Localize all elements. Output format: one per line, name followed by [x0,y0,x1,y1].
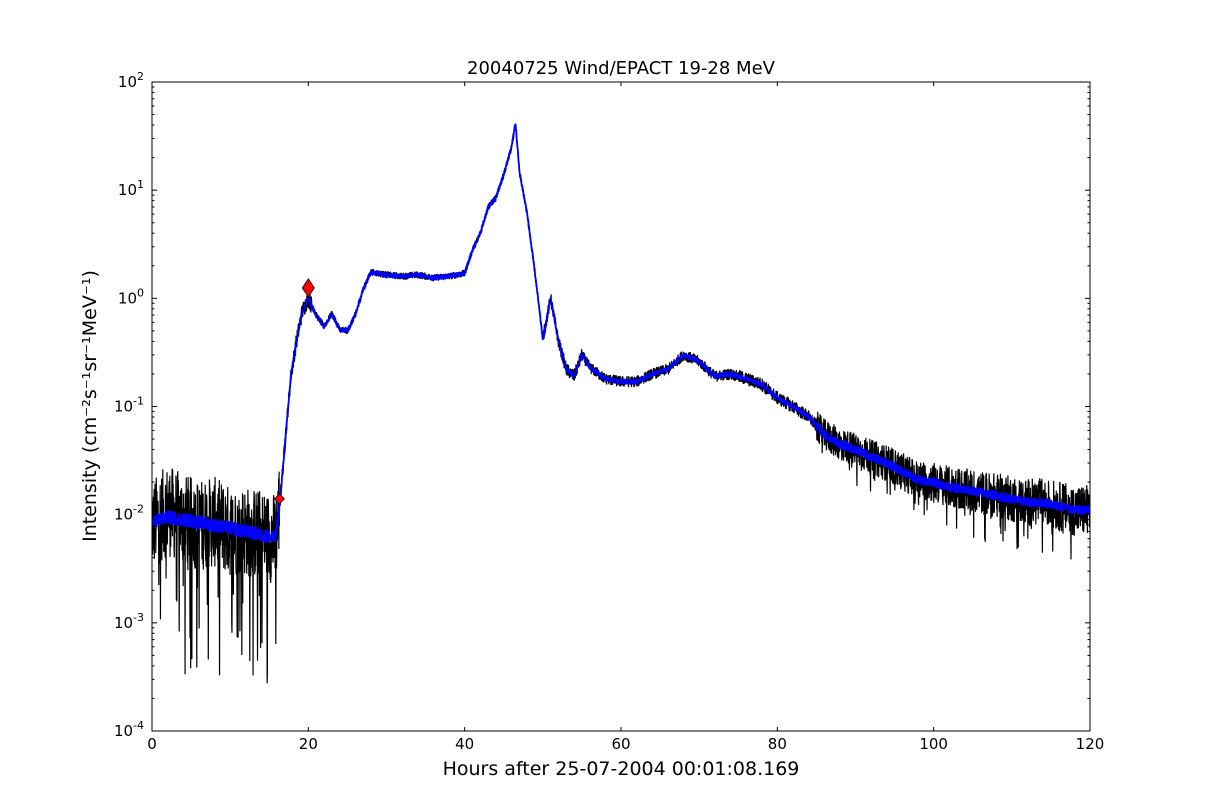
series-line-raw [152,123,1090,684]
y-tick-label: 102 [118,70,144,91]
y-tick-exponent: -1 [133,395,144,408]
x-tick-label: 100 [919,735,948,753]
x-tick-label: 0 [147,735,157,753]
y-tick-label: 10-2 [114,503,144,524]
x-tick-label: 40 [455,735,474,753]
y-tick-exponent: -3 [133,611,144,624]
y-tick-base: 10 [114,506,133,524]
y-tick-exponent: 1 [137,178,144,191]
x-axis-ticks: 0 20 40 60 80 100 120 [147,82,1104,753]
y-tick-exponent: -2 [133,503,144,516]
x-tick-label: 60 [611,735,630,753]
y-tick-exponent: 0 [137,286,144,299]
x-tick-label: 80 [768,735,787,753]
y-tick-base: 10 [118,181,137,199]
plot-area [152,123,1090,684]
onset-marker-1 [273,493,285,505]
y-tick-exponent: -4 [133,719,144,732]
x-tick-label: 120 [1076,735,1105,753]
y-tick-base: 10 [114,614,133,632]
y-tick-label: 10-3 [114,611,144,632]
x-tick-label: 20 [299,735,318,753]
y-tick-label: 10-1 [114,395,144,416]
y-tick-label: 100 [118,286,144,307]
y-tick-label: 101 [118,178,144,199]
onset-marker-2 [301,278,315,298]
y-axis-label: Intensity (cm⁻²s⁻¹sr⁻¹MeV⁻¹) [79,270,101,542]
plot-frame [151,81,1091,732]
y-tick-label: 10-4 [114,719,144,740]
y-tick-base: 10 [114,722,133,740]
y-tick-base: 10 [118,289,137,307]
y-tick-exponent: 2 [137,70,144,83]
series-line-smoothed [152,123,1090,544]
y-tick-base: 10 [118,73,137,91]
y-tick-base: 10 [114,398,133,416]
x-axis-label: Hours after 25-07-2004 00:01:08.169 [443,758,800,780]
chart-title: 20040725 Wind/EPACT 19-28 MeV [467,58,776,79]
